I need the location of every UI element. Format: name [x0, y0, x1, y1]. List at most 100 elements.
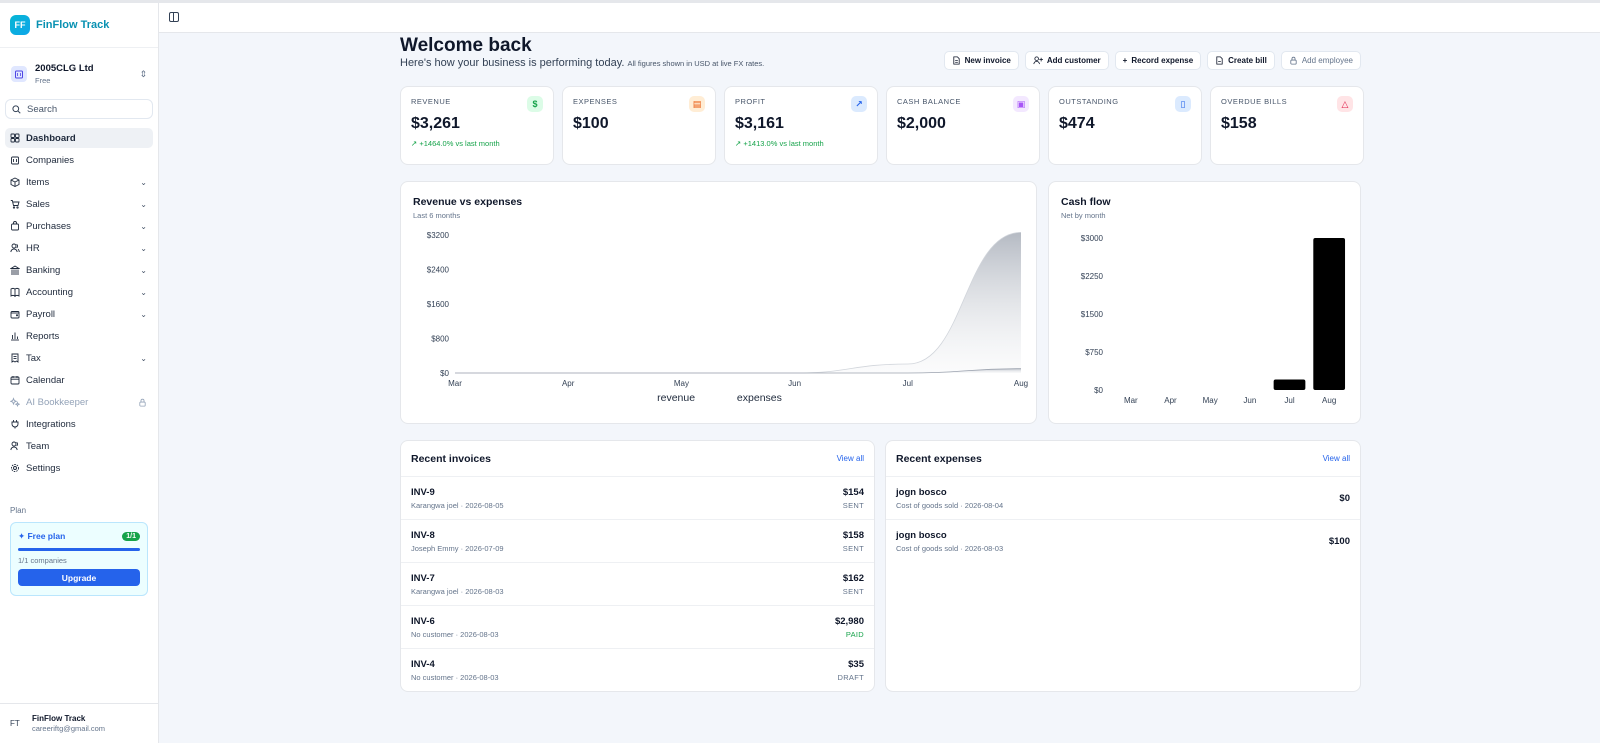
sidebar-toggle-icon[interactable] — [169, 12, 179, 22]
list-item[interactable]: jogn bosco Cost of goods sold · 2026-08-0… — [886, 476, 1360, 519]
bar-chart-icon — [11, 332, 19, 341]
x-tick-label: Aug — [1014, 379, 1028, 388]
invoice-amount: $158 — [842, 529, 864, 541]
sidebar-item-companies[interactable]: Companies — [5, 150, 153, 170]
recent-invoices-title: Recent invoices — [411, 452, 491, 465]
create-bill-button[interactable]: Create bill — [1207, 51, 1275, 70]
x-tick-label: Jul — [1284, 396, 1294, 405]
chevron-down-icon[interactable]: ⌄ — [140, 177, 147, 187]
page-subtitle: Here's how your business is performing t… — [400, 57, 764, 69]
chevron-down-icon[interactable]: ⌄ — [140, 243, 147, 253]
company-switcher[interactable]: 2005CLG Ltd Free ⇕ — [8, 56, 150, 92]
series-area-expenses — [455, 368, 1021, 373]
cash-flow-subtitle: Net by month — [1061, 211, 1106, 220]
sidebar-item-label: Sales — [26, 198, 50, 210]
building-icon — [11, 156, 19, 165]
sidebar-item-settings[interactable]: Settings — [5, 458, 153, 478]
kpi-delta: ↗ +1464.0% vs last month — [411, 139, 543, 148]
invoice-meta: Karangwa joel · 2026-08-03 — [411, 586, 504, 596]
sidebar-item-dashboard[interactable]: Dashboard — [5, 128, 153, 148]
kpi-delta-text: +1464.0% vs last month — [419, 139, 500, 148]
kpi-label: PROFIT — [735, 97, 766, 106]
brand[interactable]: FF FinFlow Track — [0, 3, 158, 48]
bar-aug — [1313, 238, 1346, 390]
sidebar-item-label: HR — [26, 242, 40, 254]
table-row[interactable]: INV-6 No customer · 2026-08-03 $2,980 PAID — [401, 605, 874, 648]
invoice-amount: $35 — [848, 658, 864, 670]
sidebar-item-reports[interactable]: Reports — [5, 326, 153, 346]
book-icon — [10, 287, 20, 297]
chevron-down-icon[interactable]: ⌄ — [140, 287, 147, 297]
invoice-id: INV-8 — [411, 529, 435, 541]
sidebar-item-ai-bookkeeper[interactable]: AI Bookkeeper — [5, 392, 153, 412]
sidebar-item-calendar[interactable]: Calendar — [5, 370, 153, 390]
plus-icon: + — [1122, 56, 1128, 65]
sidebar-item-integrations[interactable]: Integrations — [5, 414, 153, 434]
add-customer-label: Add customer — [1046, 56, 1101, 65]
sidebar-item-accounting[interactable]: Accounting ⌄ — [5, 282, 153, 302]
revenue-chart-title: Revenue vs expenses — [413, 196, 523, 208]
table-row[interactable]: INV-7 Karangwa joel · 2026-08-03 $162 SENT — [401, 562, 874, 605]
sidebar-item-label: Dashboard — [26, 132, 76, 144]
sidebar-item-banking[interactable]: Banking ⌄ — [5, 260, 153, 280]
x-tick-label: Apr — [1164, 396, 1177, 405]
add-customer-button[interactable]: Add customer — [1024, 51, 1109, 70]
user-profile[interactable]: FT FinFlow Track careeriftg@gmail.com — [0, 703, 158, 743]
status-badge: SENT — [842, 543, 864, 553]
kpi-label: OVERDUE BILLS — [1221, 97, 1288, 106]
y-tick-label: $0 — [1094, 386, 1103, 395]
expense-meta: Cost of goods sold · 2026-08-03 — [896, 543, 1004, 553]
legend-expenses: expenses — [736, 392, 782, 404]
expenses-icon: ▤ — [689, 96, 705, 112]
fx-note: All figures shown in USD at live FX rate… — [627, 59, 765, 68]
chart-legend: revenue expenses — [401, 392, 1038, 404]
lock-icon — [1290, 56, 1297, 65]
table-row[interactable]: INV-9 Karangwa joel · 2026-08-05 $154 SENT — [401, 476, 874, 519]
kpi-card-profit: PROFIT $3,161 ↗ +1413.0% vs last month ↗ — [724, 86, 878, 165]
overdue-bills-icon: △ — [1337, 96, 1353, 112]
chevron-down-icon[interactable]: ⌄ — [140, 221, 147, 231]
search-icon — [12, 104, 21, 114]
sidebar-item-purchases[interactable]: Purchases ⌄ — [5, 216, 153, 236]
chevron-down-icon[interactable]: ⌄ — [140, 353, 147, 363]
sidebar-item-label: Team — [26, 440, 50, 452]
expenses-view-all-link[interactable]: View all — [1322, 454, 1350, 463]
x-tick-label: May — [1203, 396, 1218, 405]
sidebar-item-payroll[interactable]: Payroll ⌄ — [5, 304, 153, 324]
search-input[interactable] — [27, 103, 137, 115]
table-row[interactable]: INV-4 No customer · 2026-08-03 $35 DRAFT — [401, 648, 874, 691]
new-invoice-label: New invoice — [964, 56, 1011, 65]
kpi-value: $2,000 — [897, 115, 946, 132]
y-tick-label: $3000 — [1081, 234, 1104, 243]
sidebar-item-label: Items — [26, 176, 50, 188]
sidebar-item-hr[interactable]: HR ⌄ — [5, 238, 153, 258]
chevron-down-icon[interactable]: ⌄ — [140, 265, 147, 275]
upgrade-button[interactable]: Upgrade — [18, 569, 140, 586]
outstanding-icon: ▯ — [1175, 96, 1191, 112]
expense-amount: $100 — [1328, 535, 1350, 547]
new-invoice-button[interactable]: New invoice — [943, 51, 1019, 70]
table-row[interactable]: INV-8 Joseph Emmy · 2026-07-09 $158 SENT — [401, 519, 874, 562]
invoice-id: INV-6 — [411, 615, 435, 627]
y-tick-label: $3200 — [427, 231, 450, 240]
sidebar-item-items[interactable]: Items ⌄ — [5, 172, 153, 192]
list-item[interactable]: jogn bosco Cost of goods sold · 2026-08-0… — [886, 519, 1360, 562]
kpi-delta: ↗ +1413.0% vs last month — [735, 139, 867, 148]
sidebar-item-sales[interactable]: Sales ⌄ — [5, 194, 153, 214]
revenue-chart-subtitle: Last 6 months — [413, 211, 461, 220]
add-employee-label: Add employee — [1301, 56, 1353, 65]
invoice-amount: $162 — [842, 572, 864, 584]
search-box[interactable] — [5, 99, 153, 119]
invoices-view-all-link[interactable]: View all — [836, 454, 864, 463]
invoice-amount: $2,980 — [834, 615, 864, 627]
sidebar-item-tax[interactable]: Tax ⌄ — [5, 348, 153, 368]
revenue-expenses-card: Revenue vs expenses Last 6 months $0 $800… — [400, 181, 1037, 424]
record-expense-button[interactable]: + Record expense — [1114, 51, 1202, 70]
chevron-down-icon[interactable]: ⌄ — [140, 309, 147, 319]
plan-name: ✦ Free plan — [18, 531, 65, 542]
chevron-down-icon[interactable]: ⌄ — [140, 199, 147, 209]
sidebar-item-team[interactable]: Team — [5, 436, 153, 456]
plan-usage-badge: 1/1 — [122, 532, 140, 541]
add-employee-button[interactable]: Add employee — [1280, 51, 1361, 70]
y-tick-label: $2400 — [427, 266, 450, 275]
